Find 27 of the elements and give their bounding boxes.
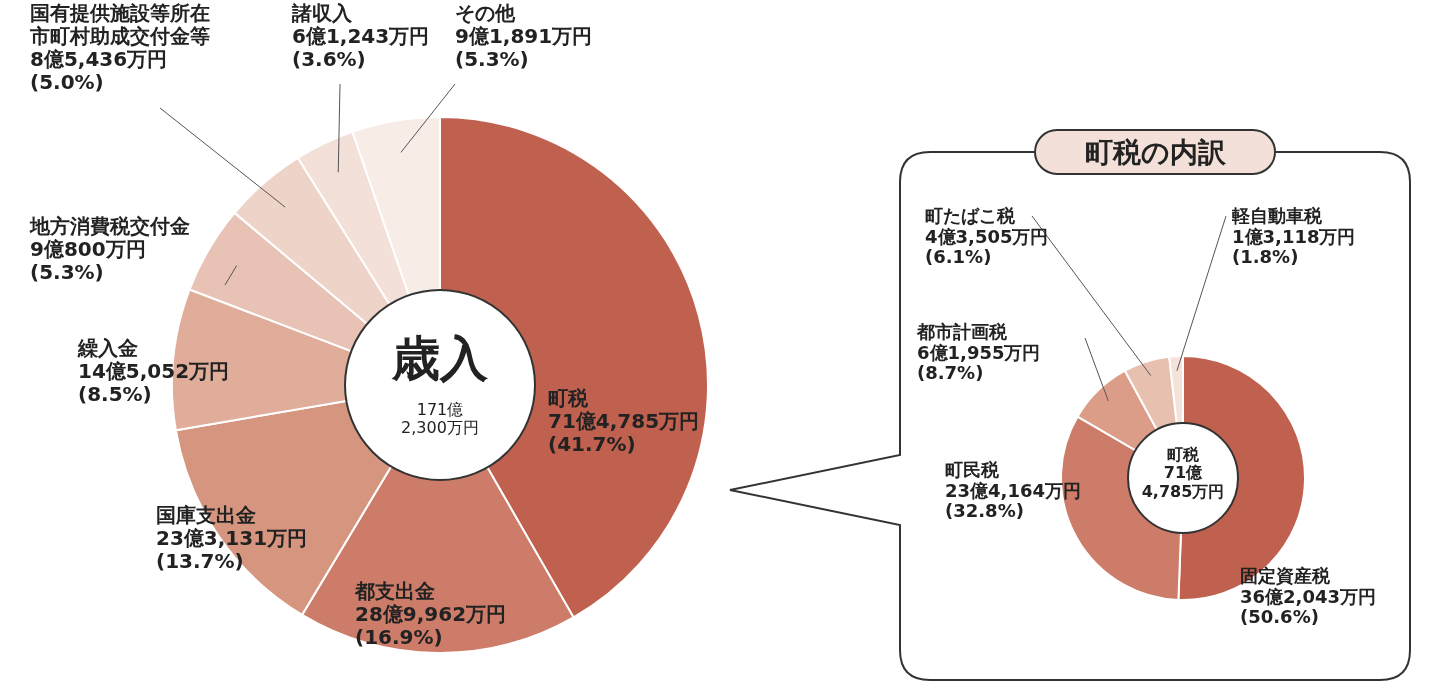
text: 歳入: [391, 330, 489, 386]
chart-title: 町税の内訳: [1084, 136, 1227, 169]
data-label: 1億3,118万円 (1.8%): [1232, 225, 1356, 268]
data-label: 36億2,043万円 (50.6%): [1240, 585, 1376, 628]
data-label: 9億1,891万円 (5.3%): [455, 24, 593, 71]
slice-label: 国有提供施設等所在市町村助成交付金等: [29, 1, 210, 48]
data-label: 71億4,785万円 (41.7%): [548, 409, 700, 456]
text: 町税 71億 4,785万円: [1141, 445, 1225, 501]
data-label: 23億4,164万円 (32.8%): [945, 479, 1081, 522]
slice-label: 都支出金: [354, 579, 435, 603]
slice-label: 地方消費税交付金: [29, 214, 190, 238]
slice-label: 町民税: [945, 459, 1000, 480]
data-label: 4億3,505万円 (6.1%): [925, 225, 1049, 268]
data-label: 6億1,955万円 (8.7%): [917, 341, 1041, 384]
slice-label: 諸収入: [291, 1, 353, 25]
text: 171億 2,300万円: [401, 400, 479, 438]
data-label: 14億5,052万円 (8.5%): [78, 359, 230, 406]
data-label: 28億9,962万円 (16.9%): [355, 602, 507, 649]
data-label: 8億5,436万円 (5.0%): [30, 47, 168, 94]
slice-label: 都市計画税: [916, 321, 1008, 342]
slice-label: その他: [455, 1, 516, 25]
data-label: 9億800万円 (5.3%): [30, 237, 146, 284]
slice-label: 町たばこ税: [925, 205, 1016, 226]
data-label: 6億1,243万円 (3.6%): [292, 24, 430, 71]
slice-label: 軽自動車税: [1231, 205, 1323, 226]
slice-label: 繰入金: [77, 336, 138, 360]
slice-label: 町税: [548, 386, 589, 410]
